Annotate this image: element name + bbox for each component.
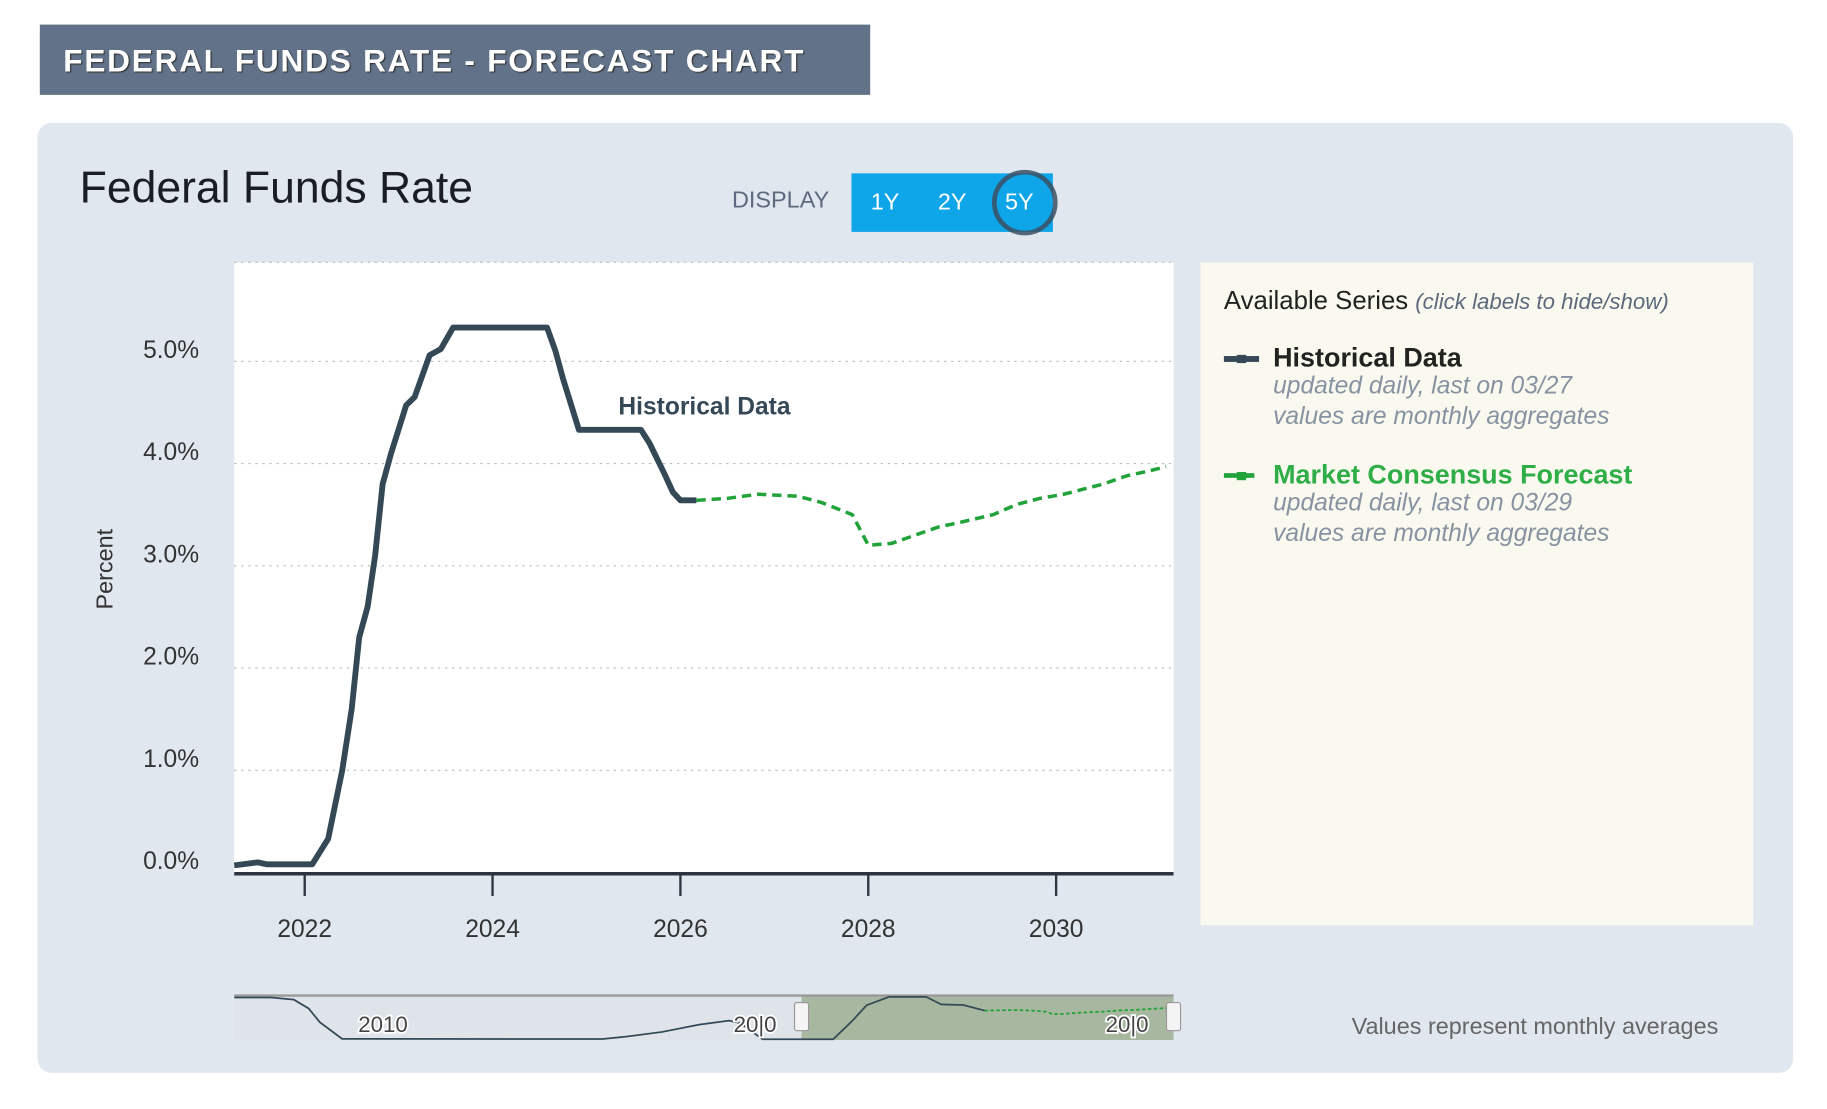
y-tick-label: 3.0% xyxy=(143,541,199,568)
navigator-selection[interactable] xyxy=(801,995,1174,1041)
legend-title: Available Series xyxy=(1223,285,1409,316)
legend-item-note: values are monthly aggregates xyxy=(1273,520,1610,547)
range-2y-button[interactable]: 2Y xyxy=(937,189,967,216)
display-label: DISPLAY xyxy=(732,187,830,214)
y-tick-label: 0.0% xyxy=(143,848,199,875)
plot-area xyxy=(234,262,1174,874)
navigator-right-handle[interactable] xyxy=(1165,1001,1182,1032)
x-tick-label: 2028 xyxy=(841,916,896,943)
x-tick-label: 2030 xyxy=(1029,916,1084,943)
y-tick-label: 1.0% xyxy=(143,746,199,773)
navigator-year-label: 2010 xyxy=(358,1012,408,1037)
legend-item-update: updated daily, last on 03/29 xyxy=(1273,489,1573,517)
y-tick-label: 4.0% xyxy=(143,439,199,466)
legend-item-update: updated daily, last on 03/27 xyxy=(1273,372,1573,400)
range-1y-button[interactable]: 1Y xyxy=(870,189,900,216)
chart-title: Federal Funds Rate xyxy=(79,163,473,214)
historical-series-line xyxy=(233,324,697,869)
y-axis-label: Percent xyxy=(91,528,117,609)
legend-heading: Available Series (click labels to hide/sh… xyxy=(1224,286,1669,316)
legend-dash-symbol-icon xyxy=(1223,471,1255,481)
navigator-year-label: 20|0 xyxy=(734,1012,777,1037)
y-tick-label: 5.0% xyxy=(143,337,199,364)
legend-item-label[interactable]: Market Consensus Forecast xyxy=(1273,459,1633,490)
x-tick-label: 2022 xyxy=(277,916,332,943)
legend-hint: (click labels to hide/show) xyxy=(1415,290,1669,316)
footnote: Values represent monthly averages xyxy=(1351,1014,1719,1041)
x-tick-label: 2026 xyxy=(653,916,708,943)
navigator-forecast-line xyxy=(984,1007,1171,1016)
page-banner: FEDERAL FUNDS RATE - FORECAST CHART xyxy=(39,24,871,95)
legend-item-note: values are monthly aggregates xyxy=(1273,402,1610,430)
legend-line-symbol-icon xyxy=(1223,354,1260,364)
navigator-left-handle[interactable] xyxy=(793,1001,810,1032)
range-5y-button[interactable]: 5Y xyxy=(986,169,1058,236)
x-tick-label: 2024 xyxy=(465,916,520,943)
y-tick-label: 2.0% xyxy=(143,644,199,671)
historical-data-annotation: Historical Data xyxy=(618,394,790,421)
legend-item-label[interactable]: Historical Data xyxy=(1273,341,1462,373)
navigator-year-label: 20|0 xyxy=(1106,1012,1149,1037)
navigator-historical-line xyxy=(234,996,985,1041)
forecast-series-line xyxy=(696,464,1167,548)
legend-panel: Available Series (click labels to hide/sh… xyxy=(1200,262,1754,926)
range-selector: 1Y 2Y 5Y xyxy=(851,169,1058,236)
